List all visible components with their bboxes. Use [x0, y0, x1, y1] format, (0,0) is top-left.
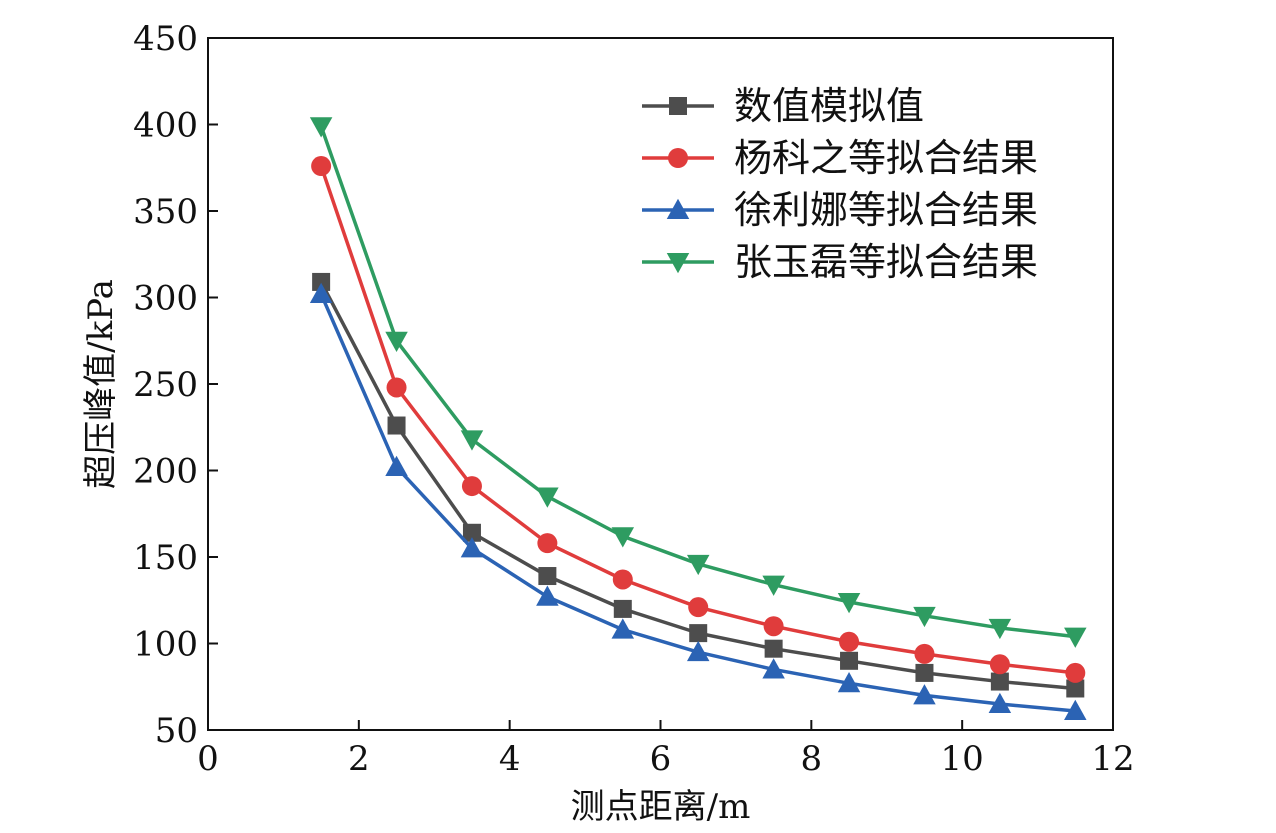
legend-label: 数值模拟值 — [734, 84, 924, 128]
legend-marker — [668, 148, 688, 168]
y-tick-label: 150 — [133, 538, 198, 578]
data-point — [385, 331, 408, 352]
data-point — [385, 455, 408, 477]
data-point — [612, 569, 633, 590]
data-point — [537, 533, 558, 554]
x-tick-label: 2 — [348, 739, 370, 779]
data-point — [309, 282, 333, 304]
data-point — [386, 377, 407, 398]
legend-label: 张玉磊等拟合结果 — [734, 240, 1038, 284]
y-tick-label: 300 — [133, 279, 198, 319]
data-point — [990, 672, 1009, 691]
data-point — [764, 639, 783, 658]
data-point — [312, 272, 331, 291]
y-tick-label: 100 — [133, 625, 198, 665]
x-tick-label: 12 — [1091, 739, 1134, 779]
data-point — [536, 487, 559, 508]
x-tick-label: 8 — [801, 739, 823, 779]
legend-marker — [666, 253, 690, 274]
data-point — [538, 567, 557, 586]
legend-label: 徐利娜等拟合结果 — [734, 188, 1038, 232]
y-tick-label: 350 — [133, 192, 198, 232]
data-point — [309, 117, 333, 138]
data-point — [839, 631, 860, 652]
data-point — [1064, 699, 1087, 720]
data-point — [913, 606, 936, 628]
data-point — [689, 624, 708, 643]
legend-item: 张玉磊等拟合结果 — [642, 240, 1038, 284]
x-tick-label: 4 — [499, 739, 521, 779]
data-point — [613, 599, 632, 618]
series-2 — [309, 282, 1087, 720]
x-axis-title: 测点距离/m — [571, 787, 751, 827]
data-point — [914, 643, 935, 664]
y-tick-label: 250 — [133, 365, 198, 405]
data-point — [686, 640, 710, 662]
data-point — [763, 616, 784, 637]
y-axis-title: 超压峰值/kPa — [81, 279, 121, 489]
series-0 — [312, 272, 1085, 698]
data-point — [988, 618, 1012, 640]
y-tick-label: 450 — [133, 19, 198, 59]
data-point — [460, 430, 484, 451]
series-3 — [309, 117, 1087, 648]
data-point — [688, 597, 709, 618]
data-point — [611, 618, 635, 639]
x-tick-label: 10 — [941, 739, 984, 779]
data-point — [988, 692, 1012, 714]
x-tick-label: 6 — [650, 739, 672, 779]
data-point — [311, 156, 332, 177]
y-tick-label: 50 — [155, 711, 198, 751]
data-point — [1065, 662, 1086, 683]
data-point — [460, 537, 484, 558]
data-point — [989, 654, 1010, 675]
data-point — [913, 684, 936, 705]
legend-item: 徐利娜等拟合结果 — [642, 188, 1038, 232]
legend-marker — [666, 198, 690, 219]
legend-marker — [669, 97, 687, 115]
data-point — [1066, 679, 1085, 698]
legend-label: 杨科之等拟合结果 — [734, 136, 1038, 180]
legend-item: 杨科之等拟合结果 — [642, 136, 1038, 180]
data-point — [536, 585, 559, 606]
data-point — [837, 672, 861, 693]
data-point — [762, 658, 785, 679]
data-point — [387, 416, 406, 435]
y-tick-label: 200 — [133, 452, 198, 492]
data-point — [611, 527, 635, 548]
data-point — [762, 575, 785, 596]
data-point — [837, 592, 861, 614]
data-point — [686, 554, 710, 576]
y-tick-label: 400 — [133, 106, 198, 146]
x-tick-label: 0 — [197, 739, 219, 779]
data-point — [462, 523, 481, 542]
legend-item: 数值模拟值 — [642, 84, 924, 128]
data-point — [1064, 627, 1087, 648]
data-point — [840, 651, 859, 670]
data-point — [915, 663, 934, 682]
series-1 — [311, 156, 1086, 683]
data-point — [461, 476, 482, 497]
